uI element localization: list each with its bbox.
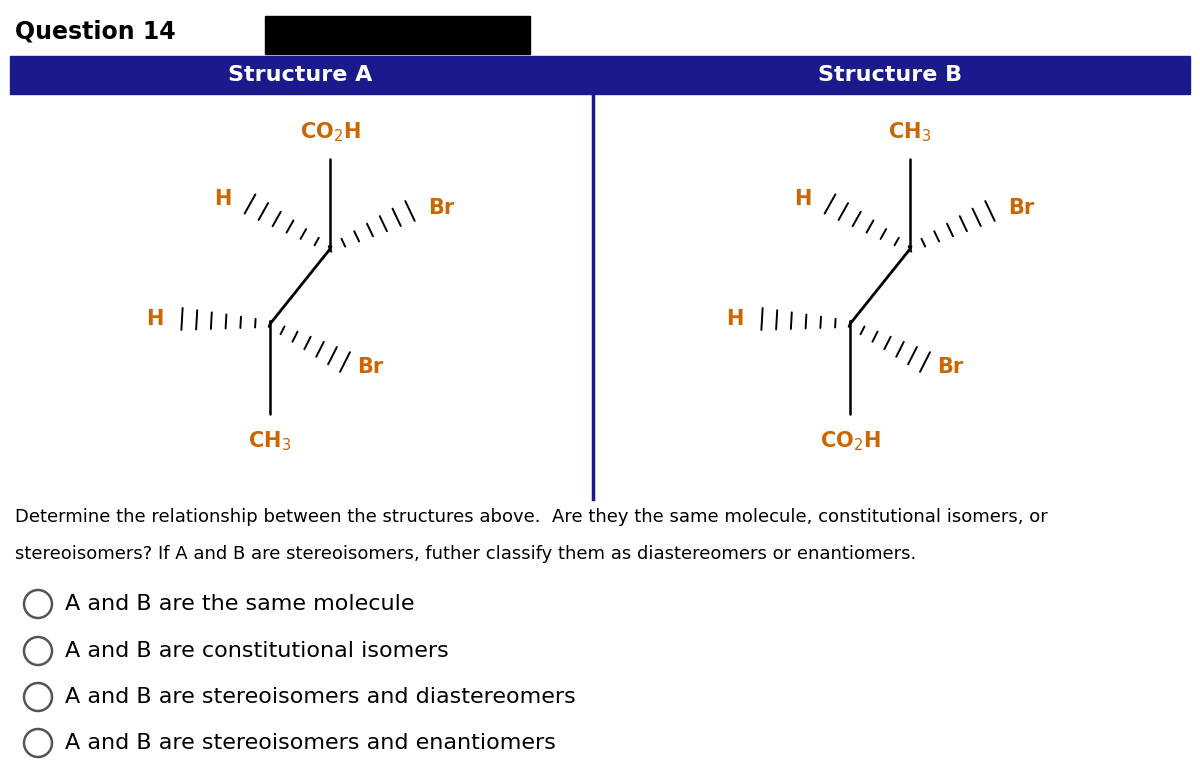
- Text: CH$_3$: CH$_3$: [248, 429, 292, 453]
- Text: Question 14: Question 14: [14, 19, 175, 43]
- Text: Br: Br: [358, 357, 383, 377]
- Bar: [265, 16, 530, 54]
- Text: H: H: [727, 309, 744, 329]
- Text: Determine the relationship between the structures above.  Are they the same mole: Determine the relationship between the s…: [14, 508, 1048, 526]
- Text: CO$_2$H: CO$_2$H: [300, 121, 360, 144]
- Text: A and B are stereoisomers and diastereomers: A and B are stereoisomers and diastereom…: [65, 687, 576, 707]
- Text: Br: Br: [937, 357, 964, 377]
- Text: CH$_3$: CH$_3$: [888, 121, 931, 144]
- Text: Br: Br: [428, 198, 455, 218]
- Text: CO$_2$H: CO$_2$H: [820, 429, 881, 453]
- Text: H: H: [146, 309, 164, 329]
- Bar: [10, 56, 1190, 94]
- Text: H: H: [794, 189, 812, 209]
- Text: Structure B: Structure B: [818, 65, 962, 85]
- Text: A and B are stereoisomers and enantiomers: A and B are stereoisomers and enantiomer…: [65, 733, 556, 753]
- Text: Br: Br: [1008, 198, 1034, 218]
- Text: stereoisomers? If A and B are stereoisomers, futher classify them as diastereome: stereoisomers? If A and B are stereoisom…: [14, 545, 917, 563]
- Text: A and B are the same molecule: A and B are the same molecule: [65, 594, 414, 614]
- Text: H: H: [215, 189, 232, 209]
- Text: A and B are constitutional isomers: A and B are constitutional isomers: [65, 641, 449, 661]
- Text: Structure A: Structure A: [228, 65, 372, 85]
